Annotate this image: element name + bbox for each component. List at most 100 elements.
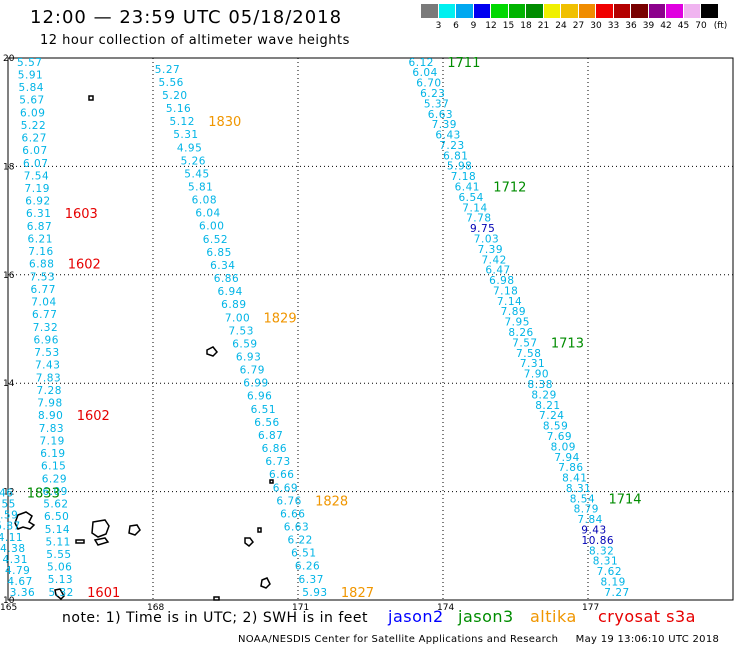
wave-height-value: 7.98 xyxy=(37,398,62,410)
wave-height-value: 4.95 xyxy=(177,142,202,154)
wave-height-value: 5.14 xyxy=(45,524,70,536)
wave-height-value: 6.99 xyxy=(243,378,268,390)
legend-unit: (ft) xyxy=(713,21,728,31)
wave-height-value: 7.53 xyxy=(30,271,55,283)
wave-height-value: 6.94 xyxy=(217,286,242,298)
wave-height-value: 5.27 xyxy=(155,64,180,76)
wave-height-value: 5.22 xyxy=(21,120,46,132)
wave-height-value: 6.04 xyxy=(412,67,437,79)
wave-height-value: 7.18 xyxy=(493,285,518,297)
map-frame xyxy=(7,57,734,601)
wave-height-value: 6.12 xyxy=(409,57,434,69)
lon-tick-label: 177 xyxy=(582,603,599,613)
wave-height-value: 7.43 xyxy=(35,360,60,372)
wave-height-value: 8.90 xyxy=(38,410,63,422)
wave-height-value: 6.63 xyxy=(284,521,309,533)
wave-height-value: 5.81 xyxy=(188,182,213,194)
wave-height-value: 7.39 xyxy=(432,119,457,131)
wave-height-value: 8.31 xyxy=(566,483,591,495)
island-outline xyxy=(91,519,110,538)
wave-height-value: 7.19 xyxy=(25,183,50,195)
legend-swatch xyxy=(561,4,579,18)
wave-height-value: 6.51 xyxy=(251,404,276,416)
map-grid xyxy=(7,57,734,601)
wave-height-value: 7.14 xyxy=(462,202,487,214)
lat-tick-label: 12 xyxy=(3,488,14,498)
wave-height-value: 8.41 xyxy=(562,473,587,485)
pass-time-label: 1602 xyxy=(77,409,110,424)
wave-height-value: 6.27 xyxy=(22,133,47,145)
wave-height-value: 7.28 xyxy=(37,385,62,397)
wave-height-value: 4.11 xyxy=(0,532,23,544)
altimeter-pass: 5.575.915.845.676.095.226.276.076.077.54… xyxy=(17,57,120,601)
wave-height-value: 6.98 xyxy=(489,275,514,287)
lon-tick-label: 165 xyxy=(0,603,17,613)
legend-swatch xyxy=(491,4,509,18)
wave-height-value: 5.37 xyxy=(424,98,449,110)
wave-height-value: 7.89 xyxy=(501,306,526,318)
wave-height-value: 6.63 xyxy=(428,109,453,121)
wave-height-value: 9.43 xyxy=(581,525,606,537)
wave-height-value: 5.45 xyxy=(184,168,209,180)
wave-height-value: 5.13 xyxy=(48,574,73,586)
wave-height-value: 6.73 xyxy=(265,456,290,468)
wave-height-value: 6.96 xyxy=(247,391,272,403)
legend-label: 45 xyxy=(677,21,690,31)
wave-height-value: 7.83 xyxy=(36,372,61,384)
wave-height-value: 8.26 xyxy=(508,327,533,339)
wave-height-value: 6.88 xyxy=(29,259,54,271)
wave-height-value: 7.57 xyxy=(512,337,537,349)
legend-swatch xyxy=(543,4,561,18)
island-outline xyxy=(257,527,262,533)
legend-swatch xyxy=(683,4,701,18)
wave-height-value: 6.09 xyxy=(20,107,45,119)
wave-height-value: 6.50 xyxy=(44,511,69,523)
wave-height-value: 6.37 xyxy=(299,574,324,586)
lat-tick-label: 18 xyxy=(3,162,15,172)
wave-height-value: 6.52 xyxy=(203,234,228,246)
satellite-altika: altika xyxy=(530,607,577,626)
wave-height-value: 7.78 xyxy=(466,213,491,225)
wave-height-value: 7.03 xyxy=(474,233,499,245)
wave-height-value: 5.57 xyxy=(17,57,42,69)
wave-height-value: 6.41 xyxy=(455,182,480,194)
legend-label: 42 xyxy=(660,21,672,31)
legend-label: 12 xyxy=(485,21,497,31)
legend-swatch xyxy=(438,4,456,18)
wave-height-value: 6.23 xyxy=(420,88,445,100)
wave-height-value: 8.54 xyxy=(570,493,595,505)
wave-height-value: 8.21 xyxy=(535,400,560,412)
pass-time-label: 1713 xyxy=(551,336,584,351)
pass-time-label: 1712 xyxy=(493,181,526,196)
wave-height-value: 6.70 xyxy=(416,78,441,90)
wave-height-value: 7.19 xyxy=(39,435,64,447)
wave-height-value: 5.93 xyxy=(302,587,327,599)
pass-time-label: 1827 xyxy=(341,586,374,601)
wave-height-value: 6.87 xyxy=(258,430,283,442)
wave-height-value: 6.04 xyxy=(195,208,220,220)
lat-tick-label: 14 xyxy=(3,379,15,389)
wave-height-value: 6.29 xyxy=(42,473,67,485)
legend-label: 6 xyxy=(453,21,459,31)
wave-height-value: 7.04 xyxy=(31,297,56,309)
satellite-cryosat: cryosat s3a xyxy=(598,607,696,626)
wave-height-value: 6.59 xyxy=(232,338,257,350)
wave-height-value: 7.90 xyxy=(524,369,549,381)
wave-height-value: 6.79 xyxy=(240,365,265,377)
wave-height-value: 7.58 xyxy=(516,348,541,360)
wave-height-value: 6.22 xyxy=(287,535,312,547)
wave-height-value: 7.83 xyxy=(39,423,64,435)
wave-height-value: 6.19 xyxy=(40,448,65,460)
wave-height-value: 8.09 xyxy=(551,441,576,453)
legend-swatch xyxy=(701,4,719,18)
legend-label: 33 xyxy=(607,21,620,31)
wave-height-value: 8.38 xyxy=(528,379,553,391)
wave-height-value: 6.81 xyxy=(443,150,468,162)
credit-line: NOAA/NESDIS Center for Satellite Applica… xyxy=(238,634,720,645)
wave-height-value: 6.86 xyxy=(262,443,287,455)
wave-height-value: 6.21 xyxy=(28,233,53,245)
wave-height-value: 7.23 xyxy=(439,140,464,152)
wave-height-value: 7.62 xyxy=(597,566,622,578)
pass-time-label: 1833 xyxy=(27,487,60,502)
wave-height-value: 6.69 xyxy=(273,482,298,494)
